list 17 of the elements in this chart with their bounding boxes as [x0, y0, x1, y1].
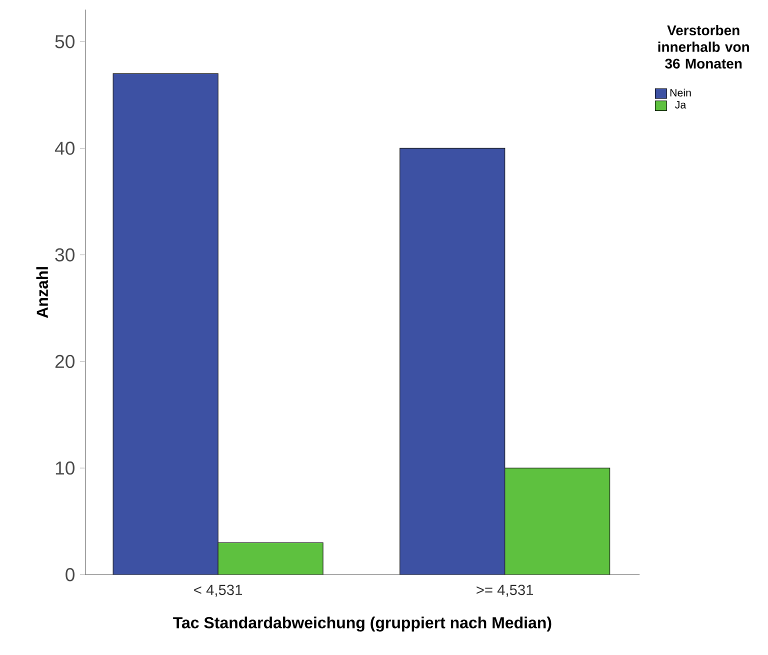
- y-axis-title: Anzahl: [36, 267, 48, 318]
- x-axis-title: Tac Standardabweichung (gruppiert nach Median): [173, 616, 552, 632]
- y-tick-label: 50: [55, 35, 75, 48]
- x-tick-label: < 4,531: [194, 584, 242, 597]
- y-tick-label: 10: [56, 462, 75, 475]
- legend-label: Ja: [675, 101, 686, 109]
- y-tick-label: 20: [55, 355, 75, 368]
- x-tick-label: >= 4,531: [476, 584, 534, 597]
- y-tick-label: 0: [66, 568, 75, 582]
- bar: [400, 148, 506, 575]
- y-tick-label: 30: [55, 248, 75, 262]
- legend-title: Verstorben innerhalb von 36 Monaten: [658, 25, 749, 69]
- bar: [218, 542, 324, 575]
- bar: [504, 468, 610, 575]
- legend-label: Nein: [670, 88, 691, 97]
- y-tick-label: 40: [54, 142, 75, 156]
- bar: [112, 73, 218, 575]
